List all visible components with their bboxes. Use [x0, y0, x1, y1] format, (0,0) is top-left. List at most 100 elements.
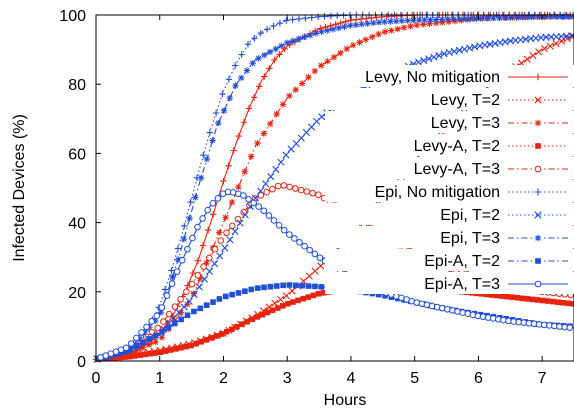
- series-marker: [535, 48, 543, 56]
- series-marker: [293, 282, 299, 289]
- series-marker: [236, 219, 244, 227]
- series-marker: [335, 24, 342, 32]
- series-marker: [121, 354, 128, 360]
- series-marker: [178, 316, 184, 323]
- series-marker: [212, 109, 220, 117]
- series-marker: [215, 119, 222, 127]
- series-marker: [145, 341, 153, 349]
- x-tick-label: 2: [219, 370, 228, 387]
- series-marker: [188, 280, 196, 288]
- series-marker: [267, 283, 274, 290]
- series-marker: [250, 199, 257, 207]
- series-marker: [555, 299, 561, 305]
- series-marker: [153, 312, 161, 320]
- series-marker: [407, 23, 414, 30]
- series-marker: [305, 283, 312, 289]
- series-marker: [231, 227, 239, 235]
- series-marker: [445, 18, 452, 25]
- series-marker: [275, 221, 283, 229]
- series-marker: [324, 58, 331, 65]
- series-marker: [198, 338, 205, 345]
- series-marker: [185, 297, 193, 305]
- series-marker: [248, 286, 255, 293]
- series-marker: [281, 45, 288, 53]
- series-marker: [464, 16, 472, 23]
- series-marker: [289, 16, 296, 23]
- series-marker: [509, 294, 516, 301]
- x-tick-label: 4: [346, 370, 355, 387]
- series-marker: [337, 19, 344, 27]
- series-marker: [195, 283, 203, 291]
- legend-entry-bg: [325, 180, 574, 202]
- series-marker: [534, 297, 541, 303]
- series-marker: [229, 291, 235, 298]
- series-marker: [375, 19, 383, 26]
- series-marker: [483, 291, 490, 298]
- series-marker: [569, 32, 574, 40]
- legend-marker: [534, 188, 542, 196]
- series-marker: [238, 74, 245, 82]
- series-marker: [197, 305, 204, 312]
- series-marker: [570, 301, 574, 307]
- series-marker: [138, 329, 145, 336]
- series-marker: [369, 33, 376, 41]
- series-marker: [260, 207, 268, 215]
- x-tick-label: 6: [474, 370, 483, 387]
- series-marker: [205, 267, 214, 275]
- series-marker: [267, 120, 274, 128]
- series-marker: [259, 311, 266, 318]
- legend-marker: [535, 143, 541, 149]
- series-marker: [467, 15, 474, 22]
- series-marker: [550, 298, 556, 305]
- series-marker: [278, 42, 285, 50]
- series-marker: [547, 13, 555, 20]
- series-marker: [223, 229, 230, 237]
- series-marker: [546, 42, 554, 50]
- series-marker: [152, 338, 159, 346]
- series-marker: [254, 285, 261, 291]
- series-marker: [519, 14, 526, 21]
- series-marker: [277, 158, 285, 166]
- series-marker: [563, 35, 572, 43]
- legend-label: Epi, No mitigation: [375, 184, 500, 201]
- series-marker: [540, 44, 549, 53]
- series-marker: [362, 36, 370, 43]
- series-marker: [489, 292, 495, 298]
- series-marker: [245, 105, 253, 112]
- series-marker: [273, 283, 280, 289]
- series-marker: [341, 23, 348, 30]
- y-tick-label: 60: [68, 146, 86, 163]
- series-marker: [524, 13, 532, 21]
- series-marker: [180, 235, 188, 243]
- series-marker: [249, 316, 256, 323]
- series-marker: [490, 14, 497, 22]
- series-marker: [184, 312, 191, 319]
- series-marker: [218, 331, 225, 337]
- series-marker: [312, 283, 318, 290]
- series-marker: [265, 212, 273, 219]
- series-marker: [154, 324, 161, 332]
- series-marker: [264, 309, 271, 316]
- series-marker: [280, 282, 286, 289]
- series-marker: [183, 288, 190, 295]
- series-marker: [122, 344, 130, 352]
- x-tick-label: 1: [155, 370, 164, 387]
- series-marker: [306, 246, 313, 254]
- series-marker: [415, 16, 423, 24]
- series-marker: [524, 296, 531, 302]
- series-marker: [381, 28, 389, 36]
- series-marker: [174, 256, 182, 263]
- series-marker: [244, 41, 252, 48]
- series-marker: [256, 187, 265, 195]
- series-marker: [318, 28, 325, 35]
- ticks-layer: 0 1 2 3 4 5 6 7 0 20 40 60 80 100: [59, 8, 574, 387]
- series-marker: [514, 294, 521, 301]
- legend-entry-bg: [325, 226, 574, 248]
- series-marker: [553, 13, 560, 20]
- series-marker: [456, 15, 463, 23]
- series-marker: [178, 256, 186, 264]
- series-marker: [255, 203, 263, 210]
- series-marker: [213, 333, 220, 339]
- series-marker: [507, 14, 515, 21]
- series-marker: [404, 17, 411, 24]
